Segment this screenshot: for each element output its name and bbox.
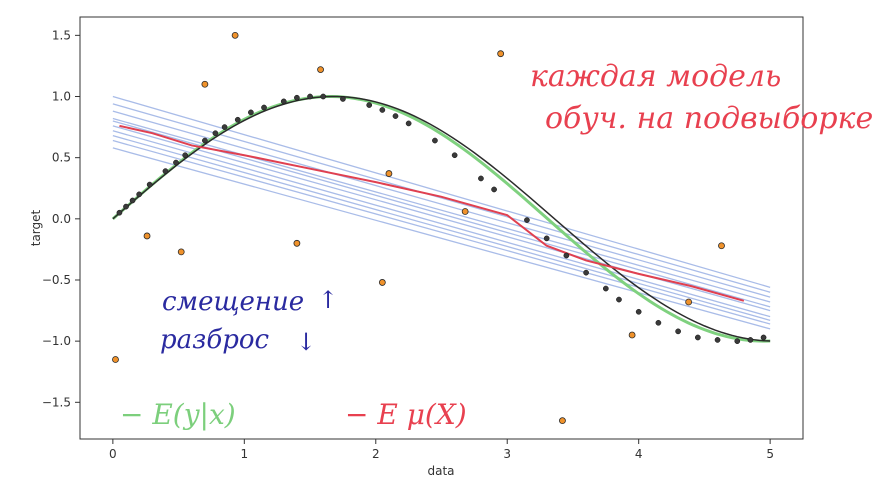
clean-point-6 — [173, 159, 179, 166]
clean-point-28 — [543, 235, 550, 242]
clean-point-11 — [234, 116, 241, 123]
noisy-point-7 — [378, 279, 386, 286]
noisy-point-9 — [461, 208, 469, 215]
noisy-point-3 — [201, 80, 209, 88]
legend-mean-model: − E μ(X) — [345, 398, 467, 431]
y-tick-label-5: 1.0 — [52, 90, 71, 104]
clean-point-38 — [734, 338, 741, 344]
clean-point-7 — [182, 152, 189, 159]
x-tick-label-0: 0 — [109, 447, 117, 461]
noisy-point-12 — [628, 331, 636, 339]
mean-model-line — [119, 124, 745, 302]
noisy-point-2 — [177, 248, 185, 256]
clean-point-31 — [602, 285, 609, 292]
noisy-point-6 — [317, 66, 324, 73]
clean-point-30 — [583, 269, 589, 276]
noisy-point-0 — [112, 356, 119, 363]
clean-point-24 — [451, 152, 458, 159]
true-function-line — [111, 95, 771, 343]
ensemble-line-2 — [112, 110, 771, 298]
clean-point-21 — [392, 113, 399, 119]
x-tick-label-1: 1 — [240, 447, 248, 461]
clean-point-8 — [202, 137, 208, 144]
y-tick-label-6: 1.5 — [52, 28, 71, 42]
clean-point-35 — [675, 328, 681, 335]
clean-point-40 — [760, 334, 767, 341]
clean-point-9 — [212, 130, 219, 137]
clean-point-33 — [635, 308, 642, 315]
clean-point-26 — [491, 186, 497, 193]
clean-point-20 — [379, 107, 386, 113]
noisy-point-10 — [497, 50, 505, 58]
clean-point-13 — [261, 104, 267, 111]
annotation-bias-label: смещение — [162, 287, 304, 317]
noisy-point-13 — [685, 298, 693, 306]
noisy-point-8 — [385, 170, 393, 177]
ensemble-line-8 — [112, 139, 771, 325]
annotation-variance-label: разброс — [160, 325, 269, 355]
x-axis-ticks: 0 1 2 3 4 5 — [109, 439, 774, 461]
ensemble-line-6 — [112, 130, 771, 318]
clean-point-39 — [747, 337, 754, 343]
y-tick-label-0: −1.5 — [42, 395, 71, 409]
clean-point-36 — [694, 334, 701, 341]
clean-point-4 — [146, 181, 153, 188]
clean-point-27 — [524, 217, 530, 223]
noisy-point-14 — [718, 242, 725, 250]
clean-point-23 — [432, 137, 438, 144]
annotation-top-right-line1: каждая модель — [530, 59, 781, 94]
y-tick-label-1: −1.0 — [42, 334, 71, 348]
legend-true-function: − E(y|x) — [120, 398, 236, 431]
clean-point-37 — [714, 337, 721, 343]
clean-points — [116, 93, 767, 344]
clean-point-17 — [320, 93, 327, 100]
clean-point-12 — [248, 109, 254, 116]
annotation-top-right-line2: обуч. на подвыборке — [545, 101, 873, 136]
noisy-point-4 — [231, 31, 239, 39]
clean-point-25 — [478, 175, 484, 182]
ensemble-line-7 — [112, 135, 771, 321]
ensemble-line-9 — [112, 147, 771, 330]
clean-point-2 — [129, 197, 136, 204]
clean-point-14 — [280, 98, 287, 105]
clean-point-19 — [366, 102, 373, 108]
clean-point-18 — [340, 96, 346, 102]
clean-point-15 — [294, 94, 300, 101]
clean-point-1 — [123, 203, 129, 210]
ensemble-line-1 — [112, 103, 771, 293]
clean-point-5 — [162, 168, 169, 174]
noisy-point-1 — [143, 232, 151, 240]
clean-point-3 — [136, 191, 143, 198]
x-tick-label-5: 5 — [766, 447, 774, 461]
x-axis-label: data — [427, 464, 454, 478]
clean-point-16 — [307, 93, 313, 100]
x-tick-label-3: 3 — [503, 447, 511, 461]
annotation-bias-arrow: ↑ — [318, 286, 338, 314]
annotation-variance-arrow: ↓ — [296, 328, 316, 356]
fitted-curve-line — [112, 95, 771, 342]
clean-point-34 — [655, 319, 662, 326]
y-tick-label-3: 0.0 — [52, 212, 71, 226]
noisy-points — [112, 31, 725, 425]
clean-point-29 — [563, 252, 570, 259]
x-tick-label-2: 2 — [372, 447, 380, 461]
y-axis-ticks: −1.5 −1.0 −0.5 0.0 0.5 1.0 1.5 — [42, 28, 80, 409]
y-tick-label-2: −0.5 — [42, 273, 71, 287]
clean-point-10 — [221, 124, 228, 130]
clean-point-0 — [116, 209, 123, 216]
y-axis-label: target — [29, 209, 43, 246]
x-tick-label-4: 4 — [635, 447, 643, 461]
y-tick-label-4: 0.5 — [52, 151, 71, 165]
noisy-point-11 — [559, 417, 566, 425]
ensemble-line-3 — [112, 117, 771, 303]
noisy-point-5 — [293, 239, 301, 247]
clean-point-22 — [405, 120, 412, 127]
clean-point-32 — [616, 296, 622, 303]
